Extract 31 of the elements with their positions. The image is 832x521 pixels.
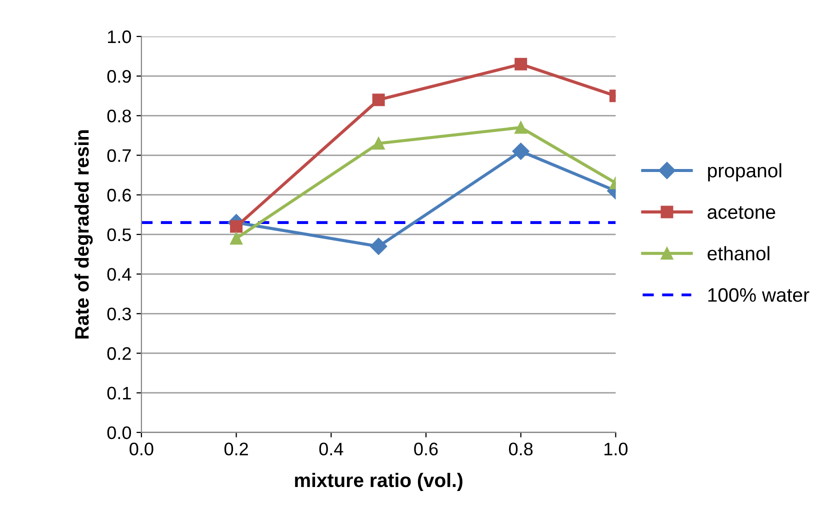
y-tick-label: 0.1 [107, 386, 131, 400]
y-tick-label: 0.2 [107, 347, 131, 360]
point [230, 232, 243, 245]
y-axis-title: Rate of degraded resin [74, 130, 93, 338]
legend-label: 100% water [708, 288, 810, 302]
x-tick-label: 0.4 [319, 442, 344, 456]
y-tick-label: 1.0 [108, 30, 132, 44]
x-tick-label: 0.2 [224, 442, 248, 456]
legend-label: ethanol [708, 246, 770, 260]
y-tick-label: 0.4 [107, 268, 132, 281]
y-tick-label: 0.9 [107, 70, 131, 83]
legend-label: propanol [708, 163, 782, 182]
x-tick-label: 0.6 [414, 442, 438, 456]
point [512, 142, 530, 160]
point [370, 238, 388, 255]
y-tick-label: 0.5 [107, 228, 131, 242]
legend-label: acetone [708, 206, 776, 219]
y-tick-label: 0.8 [107, 110, 131, 122]
point [372, 137, 385, 150]
x-tick-label: 1.0 [604, 442, 628, 456]
point [372, 94, 385, 106]
y-tick-label: 0.3 [107, 308, 131, 320]
y-tick-label: 0.6 [107, 188, 131, 202]
y-tick-label: 0.0 [107, 426, 132, 440]
point [230, 220, 243, 233]
y-tick-label: 0.7 [107, 149, 131, 162]
x-axis-title: mixture ratio (vol.) [295, 472, 462, 491]
point [514, 58, 528, 70]
x-tick-label: 0.8 [508, 442, 533, 456]
point [514, 121, 528, 134]
x-tick-label: 0.0 [130, 442, 154, 456]
